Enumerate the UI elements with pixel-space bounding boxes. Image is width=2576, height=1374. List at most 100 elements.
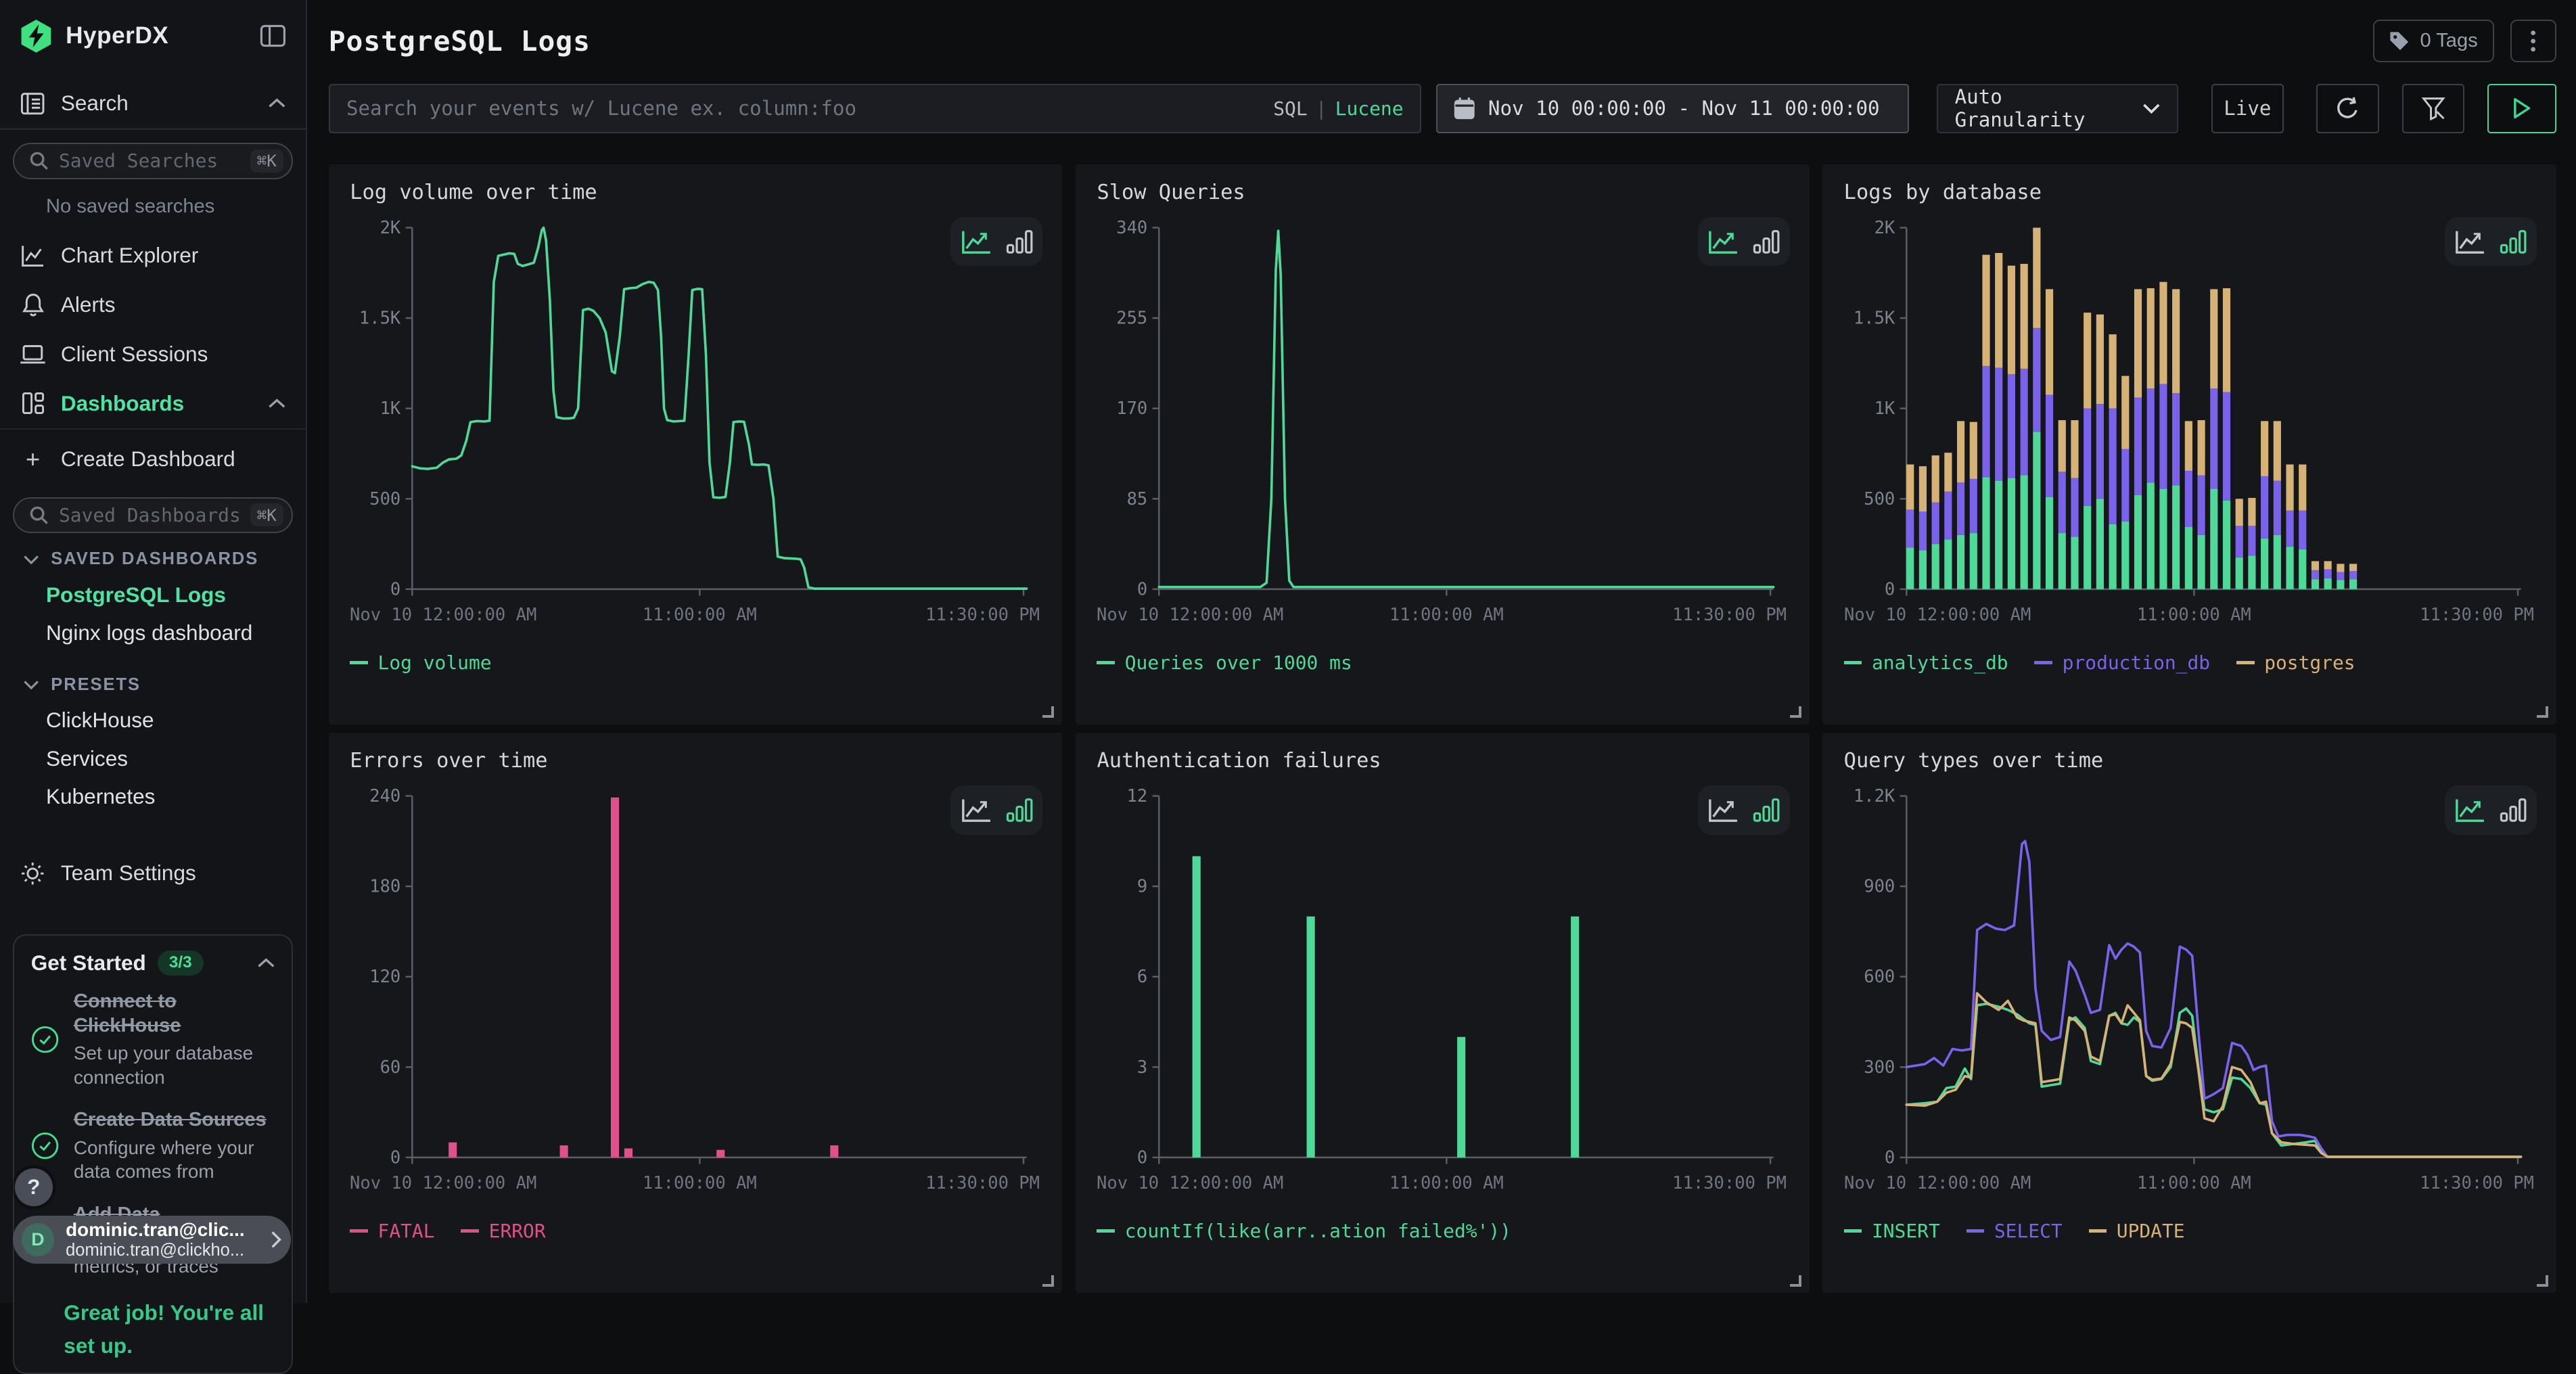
granularity-select[interactable]: Auto Granularity [1937, 83, 2179, 133]
get-started-done-text: Great job! You're all set up. [64, 1300, 264, 1358]
svg-text:0: 0 [390, 1147, 400, 1168]
sidebar-item-team-settings[interactable]: Team Settings [0, 848, 306, 898]
svg-text:1.5K: 1.5K [1854, 308, 1895, 328]
event-search[interactable]: SQL|Lucene [328, 83, 1421, 133]
legend-item: SELECT [1966, 1220, 2063, 1242]
chevron-up-icon[interactable] [257, 957, 275, 969]
tags-label: 0 Tags [2420, 30, 2478, 52]
lang-lucene: Lucene [1335, 97, 1404, 120]
more-menu-button[interactable] [2510, 20, 2556, 63]
svg-text:6: 6 [1137, 967, 1147, 987]
chevron-up-icon [269, 98, 285, 108]
bar-chart-icon[interactable] [1006, 797, 1034, 823]
chart-canvas[interactable]: 340 255 170 85 0 Nov 10 12:00:00 AM 11:00:00 A… [1097, 218, 1788, 642]
sidebar-item-client-sessions[interactable]: Client Sessions [0, 329, 306, 379]
svg-text:255: 255 [1117, 308, 1148, 328]
chart-panel: Query types over time 1.2K 900 600 300 0 Nov … [1822, 733, 2556, 1293]
bar-chart-icon[interactable] [1006, 229, 1034, 255]
chart-panel: Authentication failures 12 9 6 3 0 Nov 10 12:… [1075, 733, 1810, 1293]
chart-canvas[interactable]: 2K 1.5K 1K 500 0 Nov 10 12:00:00 AM 11:00:00 A… [1844, 218, 2535, 642]
resize-handle[interactable] [1042, 1275, 1055, 1287]
resize-handle[interactable] [1042, 706, 1055, 718]
svg-text:340: 340 [1117, 218, 1148, 238]
bar-chart-icon[interactable] [1753, 797, 1780, 823]
get-started-item[interactable]: Connect to ClickHouse Set up your databa… [31, 989, 275, 1090]
run-query-button[interactable] [2487, 83, 2556, 133]
saved-dashboards-input[interactable] [58, 503, 250, 526]
sidebar-dashboard-postgresql-logs[interactable]: PostgreSQL Logs [46, 582, 226, 607]
line-chart-icon[interactable] [1707, 797, 1740, 823]
filter-button[interactable] [2401, 83, 2464, 133]
user-menu[interactable]: D dominic.tran@clic... dominic.tran@clic… [13, 1216, 292, 1264]
divider [0, 128, 306, 130]
get-started-item[interactable]: Create Data Sources Configure where your… [31, 1107, 275, 1184]
chart-canvas[interactable]: 12 9 6 3 0 Nov 10 12:00:00 AM 11:00:00 AM 11:30… [1097, 786, 1788, 1210]
line-chart-icon[interactable] [960, 797, 993, 823]
chart-canvas[interactable]: 240 180 120 60 0 Nov 10 12:00:00 AM 11:00:00 A… [350, 786, 1041, 1210]
event-search-input[interactable] [346, 97, 1274, 120]
search-icon [30, 506, 49, 524]
svg-text:500: 500 [369, 488, 400, 509]
svg-text:1K: 1K [1874, 398, 1895, 419]
time-range-picker[interactable]: Nov 10 00:00:00 - Nov 11 00:00:00 [1435, 83, 1910, 133]
chevron-up-icon [269, 398, 285, 408]
line-chart-icon[interactable] [2454, 797, 2487, 823]
saved-dashboards-search[interactable]: ⌘K [13, 497, 293, 534]
sidebar-dashboard-nginx[interactable]: Nginx logs dashboard [46, 620, 253, 645]
dashboard-grid: Log volume over time 2K 1.5K 1K 500 0 Nov 10 … [328, 164, 2556, 1293]
logo-row: HyperDX [0, 0, 306, 69]
chart-canvas[interactable]: 1.2K 900 600 300 0 Nov 10 12:00:00 AM 11:00:00… [1844, 786, 2535, 1210]
svg-text:Nov 10 12:00:00 AM: Nov 10 12:00:00 AM [1097, 1173, 1283, 1193]
chart-title: Errors over time [350, 749, 548, 773]
sidebar-item-chart-explorer[interactable]: Chart Explorer [0, 231, 306, 280]
sidebar-collapse-icon[interactable] [260, 24, 286, 47]
chevron-down-icon [2143, 104, 2160, 114]
sidebar-preset-kubernetes[interactable]: Kubernetes [46, 784, 156, 809]
svg-text:11:00:00 AM: 11:00:00 AM [2137, 605, 2251, 625]
line-chart-icon[interactable] [1707, 229, 1740, 255]
sidebar-item-dashboards[interactable]: Dashboards [0, 379, 306, 428]
line-chart-icon[interactable] [960, 229, 993, 255]
svg-text:Nov 10 12:00:00 AM: Nov 10 12:00:00 AM [1844, 605, 2031, 625]
resize-handle[interactable] [1789, 1275, 1801, 1287]
svg-text:0: 0 [1137, 1147, 1147, 1168]
sidebar-item-search[interactable]: Search [0, 79, 306, 129]
resize-handle[interactable] [1789, 706, 1801, 718]
legend-item: ERROR [461, 1220, 546, 1242]
query-language-toggle[interactable]: SQL | Lucene [1273, 97, 1404, 120]
bar-chart-icon[interactable] [2500, 797, 2527, 823]
sidebar-item-alerts[interactable]: Alerts [0, 280, 306, 329]
search-icon [30, 152, 49, 170]
time-range-value: Nov 10 00:00:00 - Nov 11 00:00:00 [1488, 97, 1880, 120]
bar-chart-icon[interactable] [2500, 229, 2527, 255]
chevron-down-icon [24, 555, 39, 564]
resize-handle[interactable] [2536, 1275, 2548, 1287]
svg-text:11:00:00 AM: 11:00:00 AM [1389, 605, 1504, 625]
line-chart-icon[interactable] [2454, 229, 2487, 255]
laptop-icon [20, 341, 46, 367]
legend-item: INSERT [1843, 1220, 1940, 1242]
sidebar-preset-clickhouse[interactable]: ClickHouse [46, 708, 154, 733]
chart-title: Log volume over time [350, 181, 597, 205]
tags-button[interactable]: 0 Tags [2372, 20, 2494, 63]
section-presets[interactable]: PRESETS [0, 652, 306, 702]
svg-text:180: 180 [369, 876, 400, 896]
saved-searches-search[interactable]: ⌘K [13, 143, 293, 179]
shortcut-badge: ⌘K [250, 150, 283, 173]
chevron-down-icon [24, 681, 39, 690]
sidebar-preset-services[interactable]: Services [46, 746, 129, 771]
bar-chart-icon[interactable] [1753, 229, 1780, 255]
svg-text:11:30:00 PM: 11:30:00 PM [925, 605, 1040, 625]
live-button[interactable]: Live [2211, 83, 2284, 133]
page-title: PostgreSQL Logs [328, 24, 591, 58]
refresh-button[interactable] [2316, 83, 2379, 133]
no-saved-searches-text: No saved searches [46, 195, 215, 217]
resize-handle[interactable] [2536, 706, 2548, 718]
create-dashboard-button[interactable]: + Create Dashboard [0, 430, 306, 484]
chart-canvas[interactable]: 2K 1.5K 1K 500 0 Nov 10 12:00:00 AM 11:00:00 A… [350, 218, 1041, 642]
svg-text:1.2K: 1.2K [1854, 786, 1895, 806]
section-saved-dashboards[interactable]: SAVED DASHBOARDS [0, 533, 306, 576]
help-button[interactable]: ? [14, 1168, 53, 1206]
saved-searches-input[interactable] [58, 150, 250, 173]
